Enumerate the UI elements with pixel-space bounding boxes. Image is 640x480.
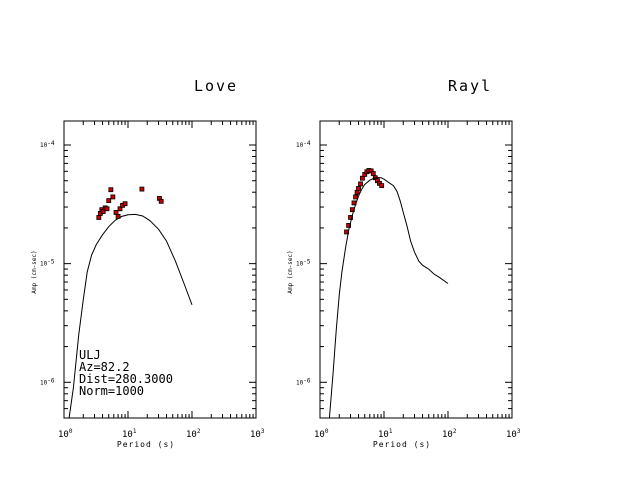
- azimuth-annotation: Az=82.2: [79, 360, 130, 374]
- rayl-observed-point: [346, 223, 352, 228]
- rayl-ylabel: Amp (cm-sec): [287, 250, 294, 293]
- rayl-title: Rayl: [448, 77, 492, 95]
- rayl-xlabel: Period (s): [373, 440, 431, 449]
- rayl-x-tick-label: 100: [314, 428, 329, 440]
- rayl-observed-point: [379, 183, 385, 188]
- rayl-x-tick-label: 101: [378, 428, 393, 440]
- rayl-x-tick-label: 103: [506, 428, 521, 440]
- love-observed-point: [113, 210, 119, 215]
- love-synthetic-curve: [68, 213, 193, 419]
- rayl-observed-point: [348, 215, 353, 220]
- rayl-observed-point: [356, 186, 361, 191]
- love-observed-point: [110, 194, 116, 200]
- rayl-observed-point: [370, 171, 376, 176]
- love-y-tick-label: 10-5: [40, 259, 55, 268]
- rayl-y-tick-label: 10-6: [296, 377, 311, 386]
- love-x-tick-label: 101: [122, 428, 137, 440]
- love-panel: Love Period (s) Amp (cm-sec) ULJ Az=82.2…: [31, 77, 265, 449]
- rayl-observed-point: [358, 181, 363, 187]
- station-annotation: ULJ: [79, 348, 101, 362]
- rayl-panel: Rayl Period (s) Amp (cm-sec) 100 101 102 10…: [287, 77, 521, 449]
- love-ylabel: Amp (cm-sec): [31, 250, 38, 293]
- rayl-x-tick-label: 102: [442, 428, 457, 440]
- rayl-y-tick-label: 10-4: [296, 140, 311, 149]
- love-y-tick-label: 10-4: [40, 140, 55, 149]
- love-observed-point: [96, 215, 102, 220]
- love-y-tick-label: 10-6: [40, 377, 55, 386]
- love-observed-point: [104, 206, 110, 212]
- love-observed-point: [108, 187, 114, 193]
- rayl-synthetic-curve: [328, 176, 449, 419]
- rayl-observed-point: [353, 194, 359, 200]
- love-x-tick-label: 100: [58, 428, 73, 440]
- norm-annotation: Norm=1000: [79, 384, 144, 398]
- distance-annotation: Dist=280.3000: [79, 372, 173, 386]
- love-observed-point: [139, 186, 145, 192]
- love-title: Love: [194, 77, 238, 95]
- love-observed-point: [122, 201, 128, 207]
- rayl-plot-frame: [319, 120, 513, 419]
- love-x-tick-label: 102: [186, 428, 201, 440]
- love-x-tick-label: 103: [250, 428, 265, 440]
- love-observed-point: [117, 206, 123, 212]
- love-observed-point: [158, 198, 164, 204]
- love-observed-point: [106, 198, 112, 203]
- love-xlabel: Period (s): [117, 440, 175, 449]
- rayl-y-tick-label: 10-5: [296, 259, 311, 268]
